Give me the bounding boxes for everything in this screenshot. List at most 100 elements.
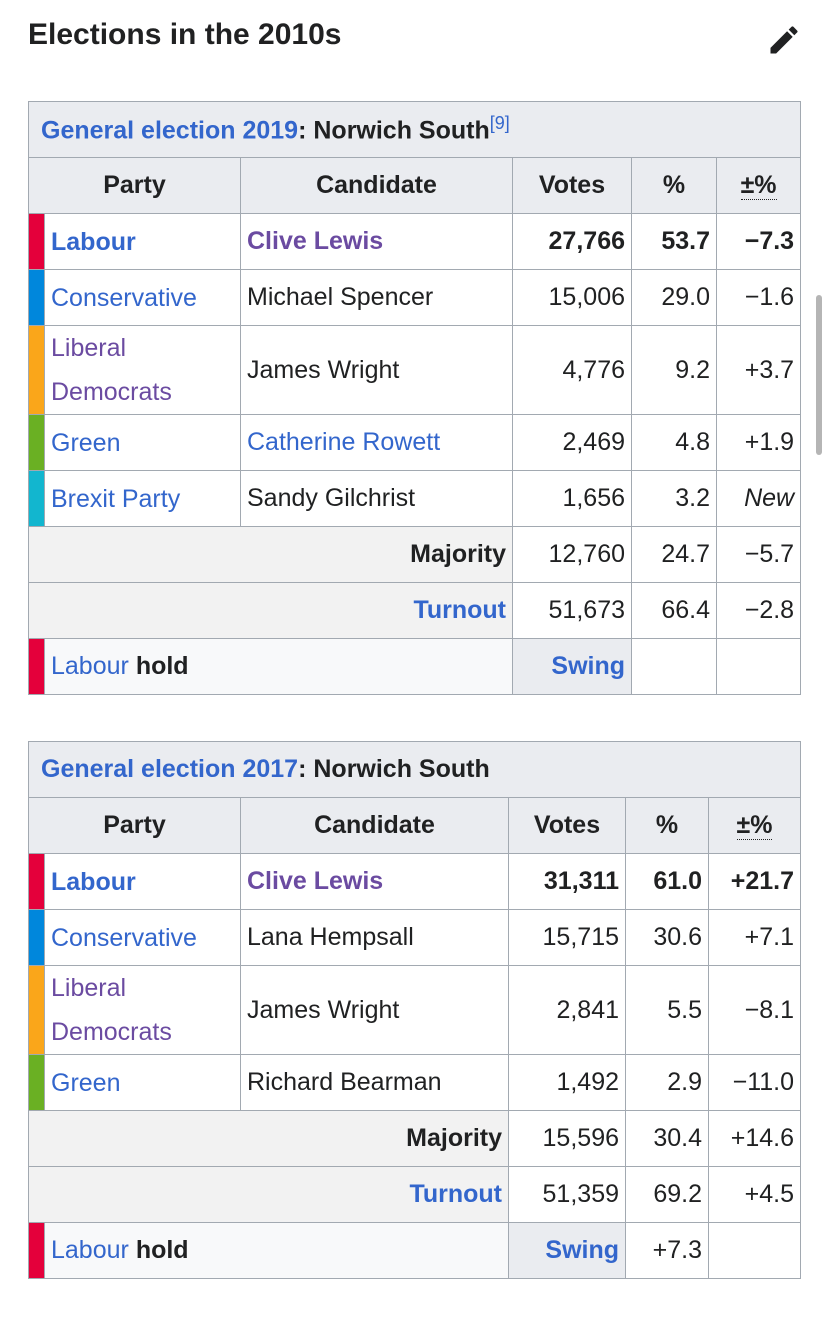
table-caption: General election 2019: Norwich South[9] xyxy=(27,101,802,158)
party-color xyxy=(28,1054,45,1111)
result-cell: Labour hold xyxy=(44,1222,509,1279)
caption-link[interactable]: General election 2017 xyxy=(41,755,299,783)
votes-cell: 4,776 xyxy=(512,325,632,415)
change-cell: +21.7 xyxy=(707,853,802,910)
candidate-row: Liberal Democrats James Wright 4,776 9.2 +3.… xyxy=(28,325,802,415)
candidate-row: Green Catherine Rowett 2,469 4.8 +1.9 xyxy=(28,414,802,471)
empty-cell xyxy=(707,1222,802,1279)
candidate-row: Conservative Lana Hempsall 15,715 30.6 +7.1 xyxy=(28,909,802,966)
change-cell: −5.7 xyxy=(715,526,802,583)
votes-cell: 51,673 xyxy=(512,582,632,639)
summary-row: Majority 15,596 30.4 +14.6 xyxy=(28,1110,802,1167)
column-header: Votes xyxy=(512,157,632,214)
party-link[interactable]: Brexit Party xyxy=(51,484,181,513)
column-header: % xyxy=(631,157,717,214)
party-link[interactable]: Green xyxy=(51,428,121,457)
reference[interactable]: [9] xyxy=(489,113,510,134)
pct-cell: 5.5 xyxy=(625,965,709,1055)
summary-label[interactable]: Turnout xyxy=(28,1166,509,1223)
candidate-row: Brexit Party Sandy Gilchrist 1,656 3.2 New xyxy=(28,470,802,527)
party-link[interactable]: Green xyxy=(51,1068,121,1097)
change-cell: −7.3 xyxy=(715,213,802,270)
party-color xyxy=(28,638,45,695)
result-word: hold xyxy=(135,1236,189,1264)
candidate-name[interactable]: Clive Lewis xyxy=(247,867,384,895)
party-color xyxy=(28,1222,45,1279)
party-link[interactable]: Conservative xyxy=(51,283,197,312)
candidate-cell: Sandy Gilchrist xyxy=(240,470,513,527)
party-link[interactable]: Conservative xyxy=(51,923,197,952)
header-text: Candidate xyxy=(314,811,435,839)
caption-row: General election 2017: Norwich South xyxy=(27,741,802,798)
summary-label: Majority xyxy=(28,1110,509,1167)
party-cell: Conservative xyxy=(44,909,241,966)
section-heading: Elections in the 2010s xyxy=(28,18,342,51)
votes-cell: 15,596 xyxy=(508,1110,626,1167)
summary-row: Turnout 51,359 69.2 +4.5 xyxy=(28,1166,802,1223)
header-text: Party xyxy=(103,811,166,839)
pct-cell: 2.9 xyxy=(625,1054,709,1111)
pct-cell: 9.2 xyxy=(631,325,717,415)
candidate-name[interactable]: Catherine Rowett xyxy=(247,428,441,456)
column-header: Candidate xyxy=(240,157,513,214)
summary-label[interactable]: Turnout xyxy=(28,582,513,639)
table-body: General election 2017: Norwich South Part… xyxy=(27,741,802,1279)
change-cell: +3.7 xyxy=(715,325,802,415)
pct-cell: 4.8 xyxy=(631,414,717,471)
header-text: Votes xyxy=(538,171,606,199)
candidate-row: Labour Clive Lewis 27,766 53.7 −7.3 xyxy=(28,213,802,270)
pct-cell: 53.7 xyxy=(631,213,717,270)
change-cell: −2.8 xyxy=(715,582,802,639)
candidate-cell: Clive Lewis xyxy=(240,853,509,910)
edit-icon[interactable] xyxy=(766,22,802,58)
pct-cell: 61.0 xyxy=(625,853,709,910)
candidate-cell: Catherine Rowett xyxy=(240,414,513,471)
party-link[interactable]: Labour xyxy=(51,652,129,680)
candidate-name[interactable]: Clive Lewis xyxy=(247,227,384,255)
caption-link[interactable]: General election 2019 xyxy=(41,116,299,145)
caption-text: : Norwich South xyxy=(298,755,490,783)
header-text: % xyxy=(662,171,686,199)
candidate-cell: James Wright xyxy=(240,325,513,415)
party-link[interactable]: Liberal Democrats xyxy=(51,974,172,1046)
party-cell: Green xyxy=(44,414,241,471)
swing-label[interactable]: Swing xyxy=(512,638,632,695)
party-link[interactable]: Labour xyxy=(51,227,136,256)
party-link[interactable]: Labour xyxy=(51,1236,129,1264)
caption-text: : Norwich South xyxy=(298,116,490,145)
election-table: General election 2017: Norwich South Part… xyxy=(27,741,802,1279)
pct-cell: 30.6 xyxy=(625,909,709,966)
table-caption: General election 2017: Norwich South xyxy=(27,741,802,798)
candidate-name: Richard Bearman xyxy=(247,1068,442,1096)
summary-label: Majority xyxy=(28,526,513,583)
party-link[interactable]: Labour xyxy=(51,867,136,896)
votes-cell: 2,469 xyxy=(512,414,632,471)
table-body: General election 2019: Norwich South[9] P… xyxy=(27,101,802,695)
candidate-cell: Richard Bearman xyxy=(240,1054,509,1111)
column-header: Party xyxy=(28,797,241,854)
party-color xyxy=(28,269,45,326)
party-cell: Labour xyxy=(44,213,241,270)
party-link[interactable]: Liberal Democrats xyxy=(51,334,172,406)
column-header: ±% xyxy=(715,157,802,214)
header-text: ±% xyxy=(736,811,773,840)
change-cell: New xyxy=(715,470,802,527)
column-header: Candidate xyxy=(240,797,509,854)
candidate-cell: Clive Lewis xyxy=(240,213,513,270)
party-color xyxy=(28,909,45,966)
header-row: Party Candidate Votes% ±% xyxy=(28,797,802,854)
column-header: Votes xyxy=(508,797,626,854)
result-row: Labour hold Swing xyxy=(28,638,802,695)
party-color xyxy=(28,213,45,270)
swing-label[interactable]: Swing xyxy=(508,1222,626,1279)
party-color xyxy=(28,470,45,527)
change-cell: −11.0 xyxy=(707,1054,802,1111)
pct-cell: 69.2 xyxy=(625,1166,709,1223)
party-cell: Brexit Party xyxy=(44,470,241,527)
party-cell: Labour xyxy=(44,853,241,910)
pct-cell: 29.0 xyxy=(631,269,717,326)
column-header: ±% xyxy=(707,797,802,854)
swing-value: +7.3 xyxy=(625,1222,709,1279)
party-color xyxy=(28,325,45,415)
column-header: % xyxy=(625,797,709,854)
